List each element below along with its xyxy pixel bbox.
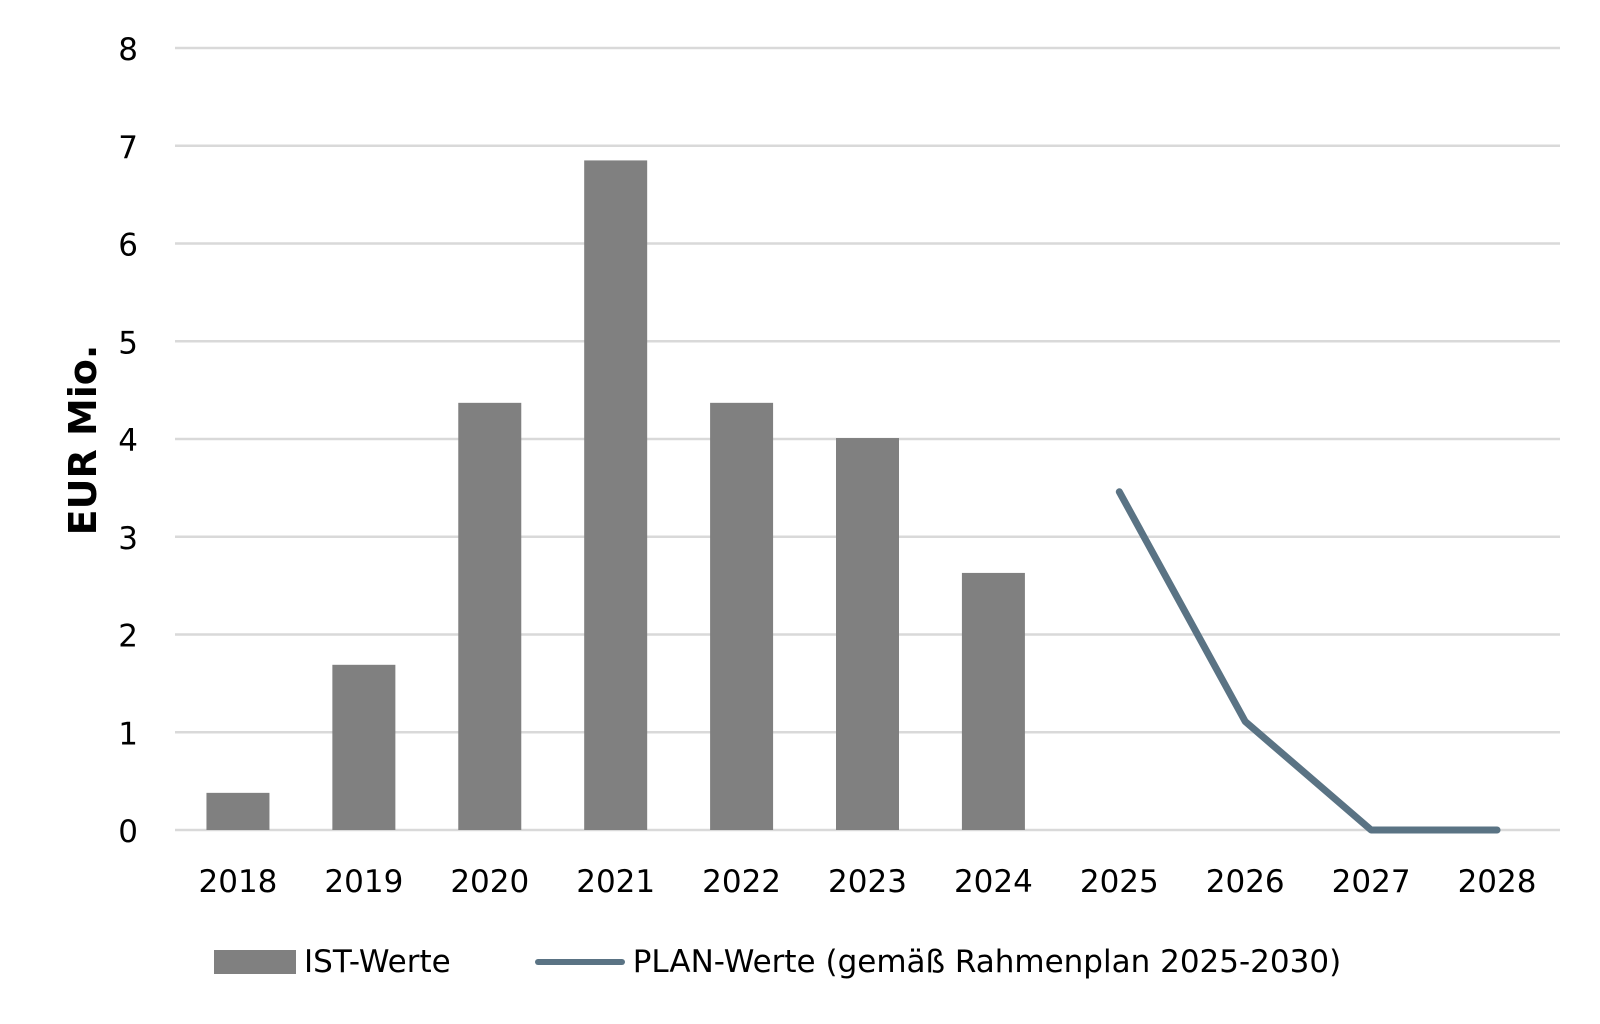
x-tick-label: 2020 <box>450 864 529 900</box>
y-tick-label: 5 <box>118 325 138 361</box>
bar <box>961 572 1025 830</box>
bar <box>836 438 899 830</box>
legend-swatch-ist <box>214 950 296 974</box>
x-tick-label: 2027 <box>1332 864 1411 900</box>
legend-label-plan: PLAN-Werte (gemäß Rahmenplan 2025-2030) <box>632 944 1342 980</box>
x-tick-label: 2023 <box>828 864 907 900</box>
x-tick-label: 2019 <box>324 864 403 900</box>
y-tick-label: 3 <box>118 521 138 557</box>
x-tick-label: 2026 <box>1206 864 1285 900</box>
bar <box>206 792 270 830</box>
x-tick-label: 2025 <box>1080 864 1159 900</box>
plan-line <box>1115 488 1501 834</box>
y-tick-label: 6 <box>118 228 138 264</box>
x-tick-label: 2018 <box>199 864 278 900</box>
bar <box>458 402 522 830</box>
legend-swatch-plan <box>534 959 625 965</box>
legend-label-ist: IST-Werte <box>304 944 451 980</box>
bars <box>206 160 1025 831</box>
x-tick-labels: 2018 2019 2020 2021 2022 2023 2024 2025 2026 2027… <box>199 864 1537 900</box>
legend: IST-Werte PLAN-Werte (gemäß Rahmenplan 2… <box>214 944 1341 980</box>
y-tick-label: 7 <box>118 130 138 166</box>
y-tick-label: 2 <box>118 619 138 655</box>
x-tick-label: 2024 <box>954 864 1033 900</box>
y-tick-label: 8 <box>118 32 138 68</box>
y-axis-label: EUR Mio. <box>61 345 105 536</box>
legend-item-ist: IST-Werte <box>214 944 451 980</box>
y-tick-label: 1 <box>118 716 138 752</box>
x-tick-label: 2028 <box>1458 864 1537 900</box>
bar <box>584 160 648 831</box>
plan-series-line <box>1115 488 1501 834</box>
bar <box>332 664 396 830</box>
bar <box>710 402 774 830</box>
x-tick-label: 2022 <box>702 864 781 900</box>
y-tick-label: 0 <box>118 814 138 850</box>
y-tick-labels: 0 1 2 3 4 5 6 7 8 <box>118 32 138 850</box>
y-tick-label: 4 <box>118 423 138 459</box>
x-tick-label: 2021 <box>576 864 655 900</box>
legend-item-plan: PLAN-Werte (gemäß Rahmenplan 2025-2030) <box>534 944 1342 980</box>
